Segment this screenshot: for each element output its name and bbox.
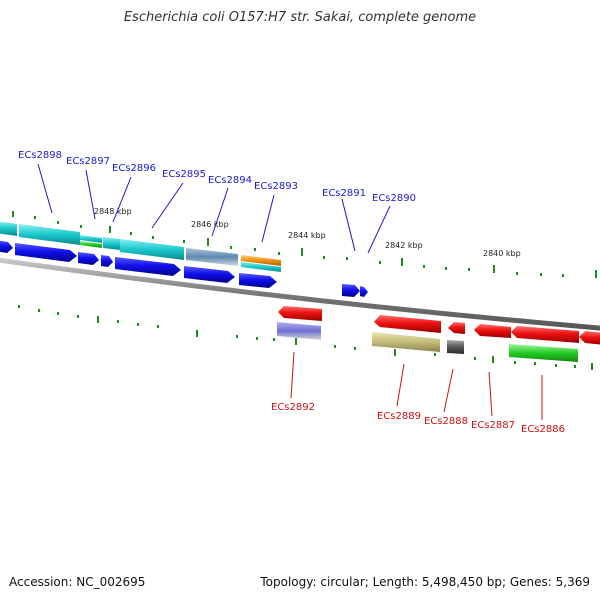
gene-label-ECs2896: ECs2896 (112, 163, 156, 174)
chromosome-backbone (0, 257, 600, 331)
cds-arrow-fwd-5 (115, 257, 181, 276)
gene-label-ECs2894: ECs2894 (208, 175, 252, 186)
gene-label-ECs2892: ECs2892 (271, 402, 315, 413)
feature-ECs2897-top (80, 235, 102, 243)
feature-ECs2898 (19, 224, 80, 245)
gene-label-ECs2887: ECs2887 (471, 420, 515, 431)
gene-label-ECs2889: ECs2889 (377, 411, 421, 422)
forward-feature-track (0, 221, 281, 272)
reverse-feature-track (277, 322, 578, 362)
forward-cds-track (0, 240, 368, 297)
cds-arrow-rev-2 (374, 315, 441, 333)
feature-ECs2899 (0, 221, 17, 236)
feature-ECs2896 (103, 237, 120, 250)
feature-ECs2895 (120, 239, 184, 260)
ruler-ticks-inner (18, 305, 593, 370)
cds-arrow-fwd-2 (15, 243, 77, 262)
cds-arrow-fwd-6 (184, 266, 235, 283)
cds-arrow-rev-3 (448, 322, 465, 334)
gene-label-ECs2897: ECs2897 (66, 156, 110, 167)
gene-label-ECs2898: ECs2898 (18, 150, 62, 161)
feature-ECs2886 (509, 344, 578, 362)
ruler-ticks-outer (12, 211, 597, 278)
cds-arrow-rev-1 (278, 306, 322, 321)
accession-label: Accession: NC_002695 (9, 575, 146, 589)
forward-gene-labels: ECs2898 ECs2897 ECs2896 ECs2895 ECs2894 … (18, 150, 416, 204)
gene-label-ECs2890: ECs2890 (372, 193, 416, 204)
cds-arrow-fwd-4 (101, 255, 113, 267)
ruler-label-2842: 2842 kbp (385, 241, 423, 250)
gene-label-ECs2891: ECs2891 (322, 188, 366, 199)
cds-arrow-rev-4 (474, 324, 511, 338)
feature-ECs2892 (277, 322, 321, 340)
feature-ECs2893-bottom (241, 262, 281, 272)
cds-arrow-fwd-7 (239, 273, 277, 288)
feature-ECs2894 (186, 248, 238, 266)
cds-arrow-rev-6 (579, 331, 600, 345)
gene-label-ECs2893: ECs2893 (254, 181, 298, 192)
cds-arrow-rev-5 (511, 326, 579, 343)
cds-arrow-fwd-3 (78, 252, 99, 265)
forward-label-leaders (37, 163, 391, 254)
ruler-label-2844: 2844 kbp (288, 231, 326, 240)
gene-label-ECs2888: ECs2888 (424, 416, 468, 427)
map-title: Escherichia coli O157:H7 str. Sakai, com… (123, 10, 477, 25)
ruler-label-2848: 2848 kbp (94, 207, 132, 216)
cds-arrow-fwd-8 (342, 284, 360, 297)
feature-ECs2888 (447, 340, 464, 354)
cds-arrow-fwd-9 (360, 286, 368, 297)
feature-ECs2889 (372, 332, 440, 352)
feature-ECs2893-top (241, 255, 281, 266)
cds-arrow-fwd-1 (0, 240, 13, 253)
reverse-cds-track (278, 306, 600, 345)
genome-info-label: Topology: circular; Length: 5,498,450 bp… (260, 575, 590, 589)
feature-ECs2897-bottom (80, 241, 102, 248)
gene-label-ECs2895: ECs2895 (162, 169, 206, 180)
ruler-label-2846: 2846 kbp (191, 220, 229, 229)
reverse-gene-labels: ECs2892 ECs2889 ECs2888 ECs2887 ECs2886 (271, 402, 565, 435)
reverse-label-leaders (290, 351, 543, 420)
ruler-label-2840: 2840 kbp (483, 249, 521, 258)
gene-label-ECs2886: ECs2886 (521, 424, 565, 435)
